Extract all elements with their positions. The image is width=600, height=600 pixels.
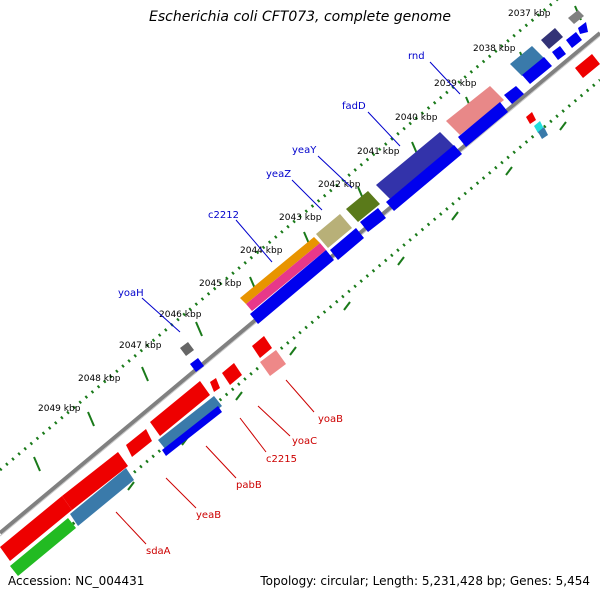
gene-label[interactable]: pabB (236, 480, 262, 491)
gene-feature[interactable] (538, 127, 548, 139)
gene-feature[interactable] (180, 342, 194, 356)
outer-dotted-ring (0, 0, 559, 472)
tick-label: 2045 kbp (199, 279, 242, 289)
tick-label: 2047 kbp (119, 341, 162, 351)
plus-strand-arrows (190, 22, 588, 372)
gene-feature[interactable] (222, 363, 242, 385)
tick-label: 2038 kbp (473, 44, 516, 54)
gene-arrow[interactable] (250, 250, 334, 324)
gene-feature[interactable] (568, 10, 584, 24)
gene-label[interactable]: yoaC (292, 436, 317, 447)
accession-text: Accession: NC_004431 (8, 574, 145, 588)
gene-arrow[interactable] (504, 86, 524, 104)
gene-feature[interactable] (162, 406, 222, 456)
minus-strand-features (0, 54, 600, 576)
gene-label[interactable]: yoaB (318, 414, 343, 425)
gene-arrow[interactable] (386, 145, 462, 211)
tick-label: 2048 kbp (78, 374, 121, 384)
gene-arrow[interactable] (522, 57, 552, 84)
gene-label[interactable]: yeaZ (266, 169, 291, 180)
gene-arrow[interactable] (552, 46, 566, 60)
gene-feature[interactable] (510, 46, 544, 76)
tick-label: 2037 kbp (508, 9, 551, 19)
gene-feature[interactable] (210, 378, 220, 392)
gene-arrow[interactable] (190, 358, 204, 372)
tick-label: 2039 kbp (434, 79, 477, 89)
gene-feature[interactable] (316, 214, 352, 248)
tick-label: 2046 kbp (159, 310, 202, 320)
tick-label: 2044 kbp (240, 246, 283, 256)
gene-feature[interactable] (70, 468, 134, 526)
gene-feature[interactable] (246, 243, 326, 311)
tick-label: 2041 kbp (357, 147, 400, 157)
gene-feature[interactable] (158, 396, 222, 450)
gene-label[interactable]: yeaY (292, 145, 317, 156)
gene-label[interactable]: rnd (408, 51, 425, 62)
gene-feature[interactable] (0, 496, 72, 561)
plus-strand-features (180, 10, 584, 356)
tick-label: 2049 kbp (38, 404, 81, 414)
gene-feature[interactable] (150, 381, 210, 436)
gene-feature[interactable] (252, 336, 272, 358)
gene-feature[interactable] (62, 452, 128, 510)
tick-label: 2043 kbp (279, 213, 322, 223)
gene-feature[interactable] (446, 86, 504, 135)
gene-feature[interactable] (541, 28, 563, 49)
gene-feature[interactable] (126, 429, 152, 457)
gene-label[interactable]: c2215 (266, 454, 297, 465)
gene-label[interactable]: c2212 (208, 210, 239, 221)
gene-feature[interactable] (260, 350, 286, 376)
gene-arrow[interactable] (578, 22, 588, 34)
gene-label[interactable]: sdaA (146, 546, 171, 557)
gene-feature[interactable] (575, 54, 600, 78)
minus-label-leaders (115, 379, 315, 545)
map-title: Escherichia coli CFT073, complete genome (149, 9, 451, 25)
gene-label[interactable]: yeaB (196, 510, 221, 521)
gene-label[interactable]: fadD (342, 101, 366, 112)
tick-label: 2042 kbp (318, 180, 361, 190)
gene-label[interactable]: yoaH (118, 288, 144, 299)
gene-arrow[interactable] (330, 228, 364, 260)
gene-arrow[interactable] (360, 208, 386, 232)
plus-label-leaders (141, 61, 461, 333)
gene-feature[interactable] (376, 132, 454, 199)
gene-arrow[interactable] (458, 102, 508, 147)
gene-feature[interactable] (346, 191, 380, 222)
tick-label: 2040 kbp (395, 113, 438, 123)
gene-feature[interactable] (240, 237, 320, 304)
gene-feature[interactable] (10, 518, 76, 576)
gene-arrow[interactable] (566, 32, 582, 48)
gene-feature[interactable] (526, 112, 536, 124)
topology-text: Topology: circular; Length: 5,231,428 bp… (260, 574, 590, 588)
